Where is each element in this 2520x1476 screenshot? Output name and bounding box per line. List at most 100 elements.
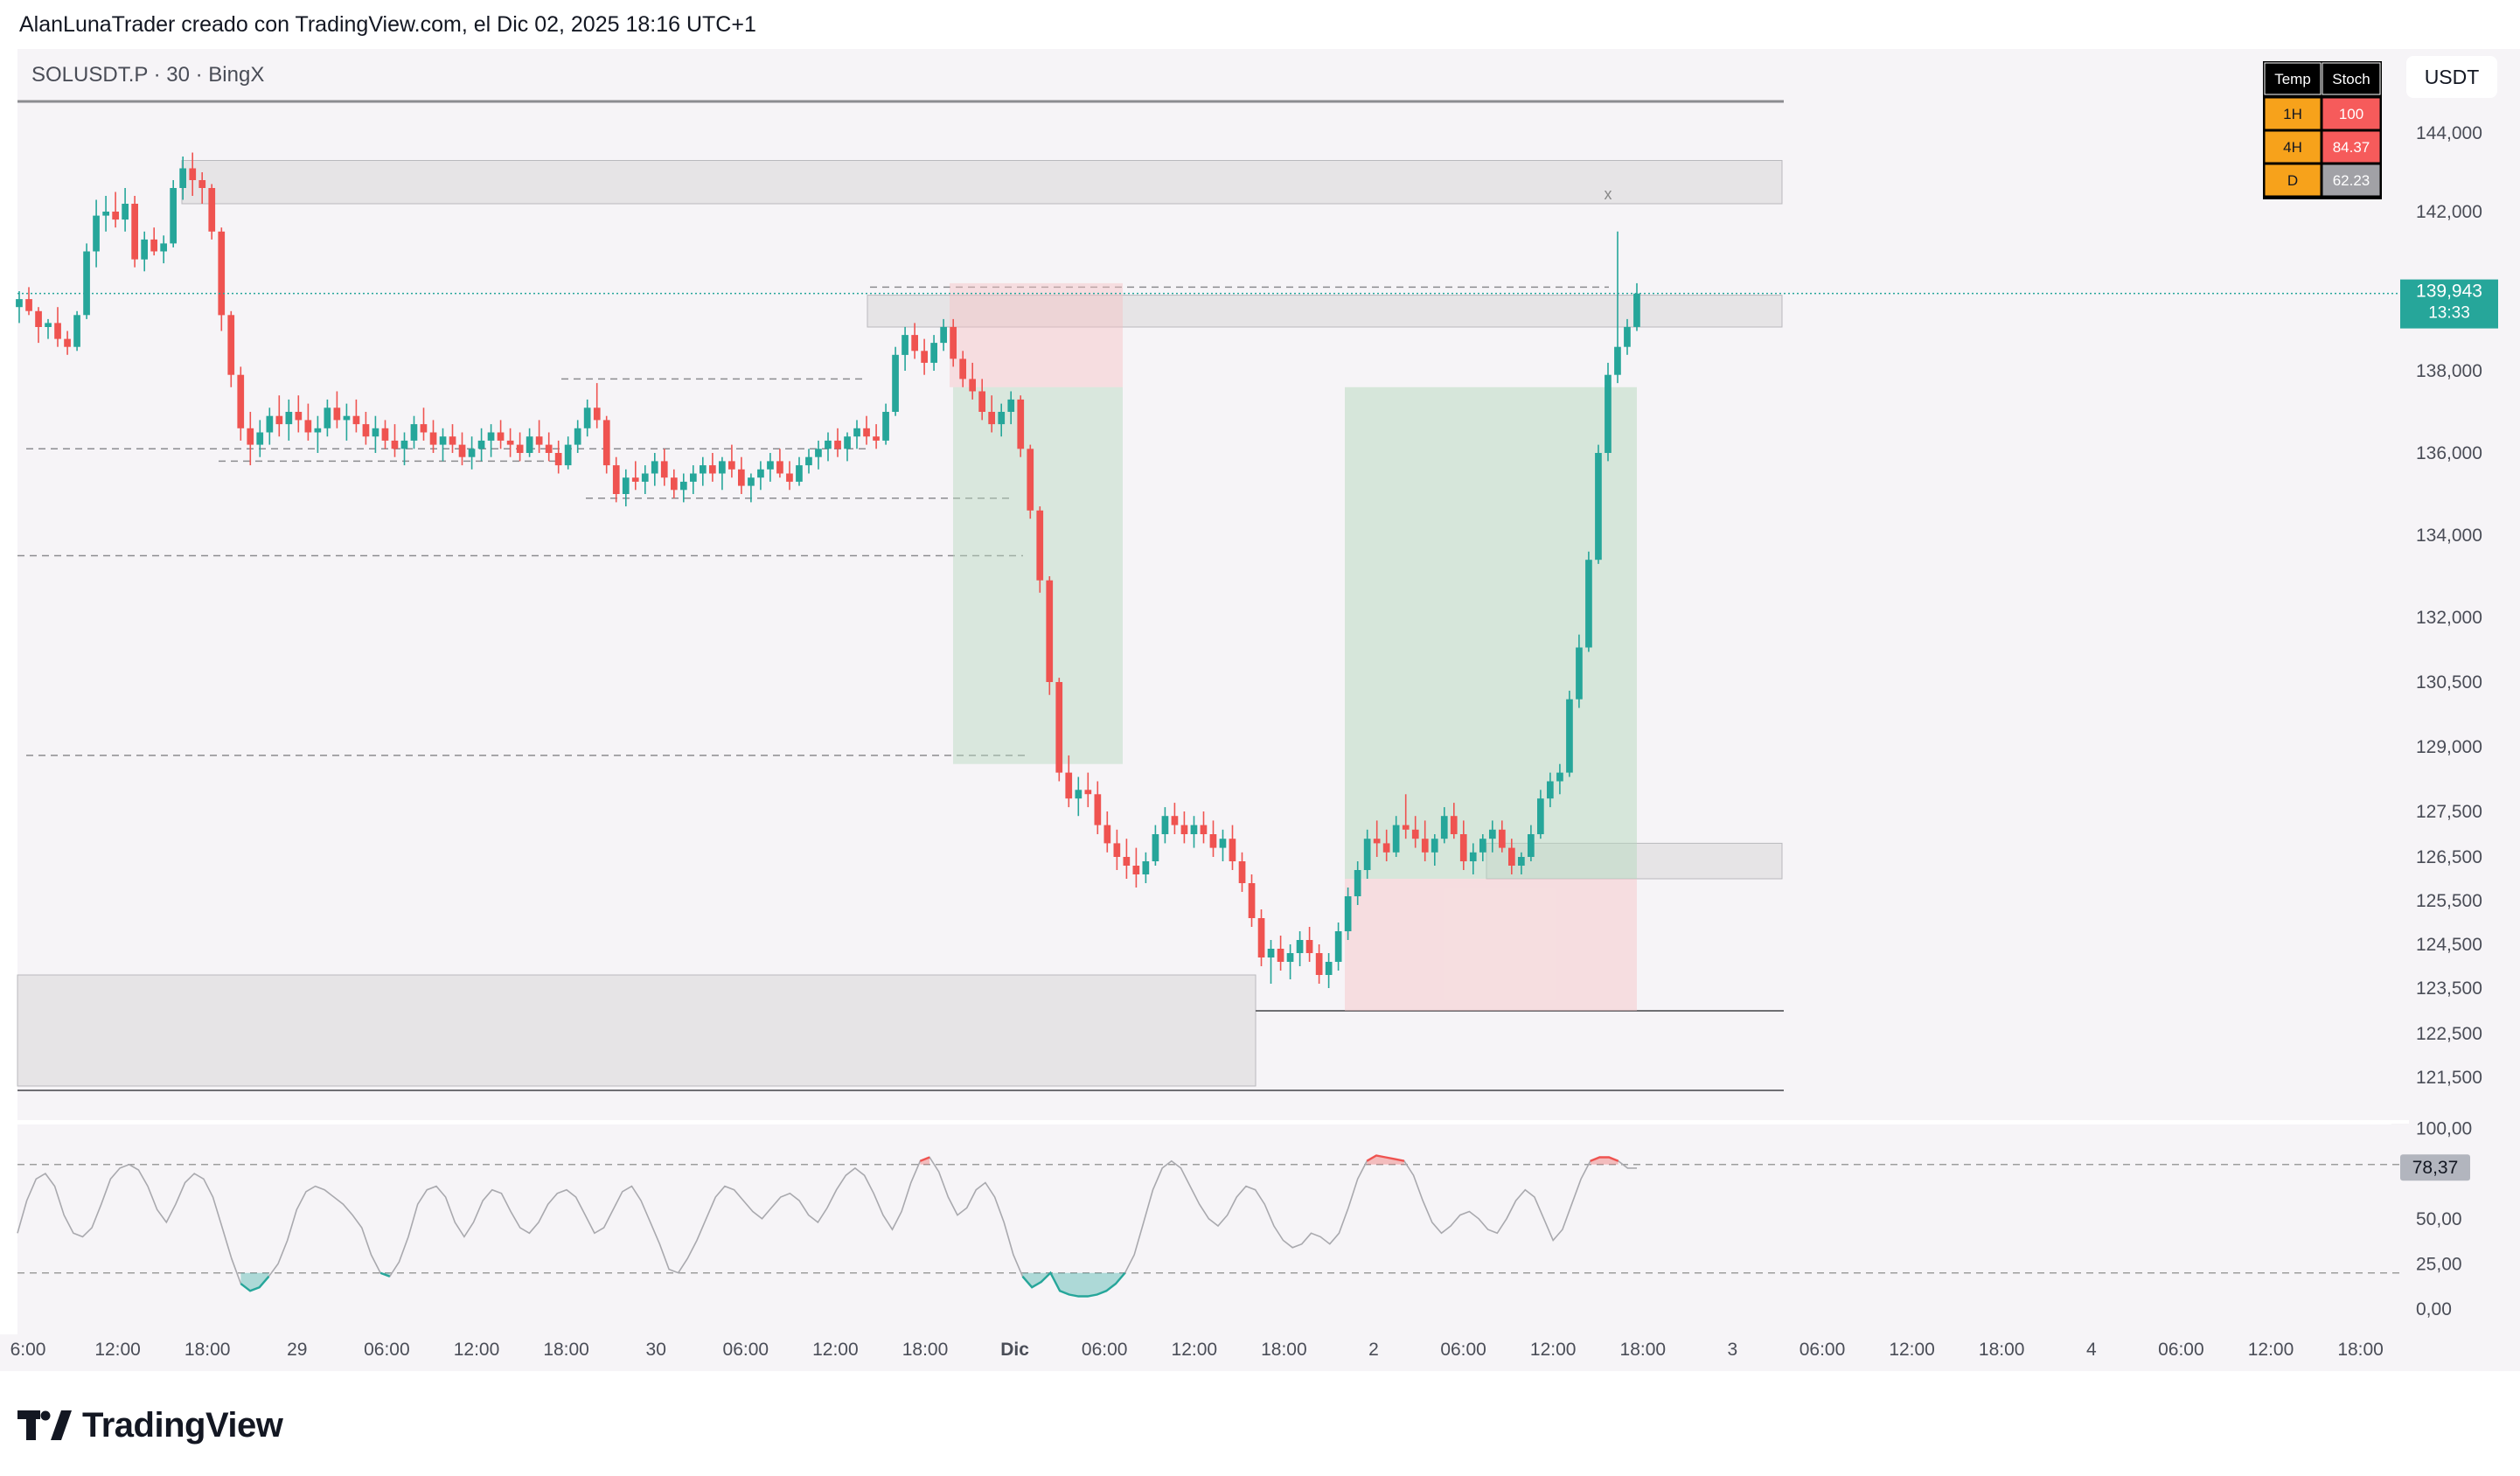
candle	[1605, 362, 1612, 462]
candle	[112, 191, 119, 228]
candle	[719, 456, 726, 491]
candle	[892, 346, 899, 416]
candle	[1075, 776, 1082, 817]
time-tick-label: 18:00	[184, 1340, 231, 1360]
candle	[825, 432, 832, 462]
supply-zone[interactable]	[867, 295, 1783, 328]
candle	[978, 379, 985, 421]
price-pane[interactable]	[17, 49, 2409, 1123]
candle	[593, 383, 601, 428]
candle	[391, 424, 399, 457]
time-tick-label: 06:00	[364, 1340, 410, 1360]
time-axis-bar[interactable]	[0, 1334, 2520, 1371]
currency-button[interactable]: USDT	[2406, 56, 2497, 98]
candle	[64, 331, 71, 355]
candle	[16, 291, 23, 324]
long-position-stop-zone[interactable]	[1345, 879, 1637, 1011]
candle	[1017, 395, 1025, 457]
candle	[574, 420, 581, 453]
tradingview-logo[interactable]: TradingView	[17, 1399, 283, 1452]
candle	[1633, 282, 1640, 331]
candle	[1402, 794, 1410, 839]
candle	[853, 420, 860, 449]
candle	[343, 403, 351, 441]
candle	[1036, 506, 1044, 593]
candle	[1344, 888, 1352, 940]
price-axis[interactable]: 144,000 142,000 138,000 136,000 134,000 132,0…	[2416, 123, 2482, 1088]
candle	[1171, 803, 1179, 834]
overbought-fill-line	[1366, 1154, 1405, 1162]
price-tick-label: 124,500	[2416, 935, 2482, 955]
stoch-row-value-cell	[2322, 164, 2381, 197]
candle	[815, 440, 822, 470]
time-tick-label: 29	[287, 1340, 307, 1360]
candle	[1411, 816, 1419, 848]
time-tick-label: Dic	[1000, 1340, 1029, 1360]
short-position-stop-zone[interactable]	[950, 282, 1123, 387]
candle	[295, 395, 303, 433]
time-axis[interactable]: 6:00 12:00 18:00 29 06:00 12:00 18:00 30 06:00 12…	[10, 1340, 2384, 1360]
candle	[1229, 825, 1236, 870]
time-tick-label: 12:00	[454, 1340, 500, 1360]
candle	[227, 310, 235, 387]
candle	[497, 420, 505, 449]
stoch-header-stoch: Stoch	[2332, 71, 2370, 87]
oscillator-axis[interactable]: 100,00 50,00 25,00 0,00	[2416, 1119, 2472, 1320]
oversold-fill-line	[240, 1276, 270, 1292]
supply-zone[interactable]	[181, 160, 1783, 205]
candle	[516, 432, 524, 462]
candle	[102, 196, 109, 232]
candle	[1152, 825, 1159, 866]
candle	[439, 428, 447, 462]
candle	[1489, 820, 1496, 853]
candle	[247, 412, 254, 466]
demand-zone[interactable]	[17, 974, 1257, 1087]
candle	[1373, 820, 1381, 857]
candle	[554, 440, 562, 474]
oscillator-pane[interactable]	[17, 1124, 2409, 1334]
candle	[1479, 834, 1486, 861]
candle	[1248, 874, 1256, 927]
candle	[1238, 852, 1246, 892]
candle	[1219, 829, 1227, 861]
candle	[1094, 781, 1102, 834]
candle	[324, 399, 331, 437]
candle	[45, 318, 52, 339]
candle	[1566, 690, 1573, 777]
candle	[1209, 820, 1217, 857]
stoch-row-tf: D	[2287, 172, 2298, 189]
candle	[700, 456, 707, 486]
stoch-row-tf: 1H	[2283, 106, 2302, 122]
tradingview-logo-icon	[17, 1410, 72, 1440]
candle	[487, 424, 495, 457]
candle	[1528, 825, 1535, 861]
candle	[882, 403, 889, 445]
time-tick-label: 06:00	[1440, 1340, 1486, 1360]
candle	[218, 227, 226, 331]
candle	[1132, 847, 1140, 888]
candle	[1277, 936, 1284, 971]
candle	[1200, 811, 1208, 844]
candle	[535, 420, 543, 453]
long-position-target-zone[interactable]	[1345, 386, 1637, 879]
time-tick-label: 12:00	[1889, 1340, 1935, 1360]
tradingview-wordmark: TradingView	[82, 1405, 283, 1445]
candle	[150, 227, 157, 256]
candle	[651, 453, 658, 486]
time-tick-label: 2	[1368, 1340, 1379, 1360]
time-tick-label: 18:00	[1979, 1340, 2025, 1360]
candle	[1046, 576, 1054, 695]
pane-separator[interactable]	[17, 1120, 2409, 1124]
stoch-row-tf-cell	[2264, 130, 2322, 164]
candle	[304, 403, 312, 441]
candle	[1431, 834, 1438, 866]
time-tick-label: 06:00	[723, 1340, 769, 1360]
price-tick-label: 121,500	[2416, 1068, 2482, 1088]
price-axis-bar[interactable]	[2391, 49, 2520, 1334]
stoch-row-tf-cell	[2264, 164, 2322, 197]
symbol-label[interactable]: SOLUSDT.P · 30 · BingX	[31, 63, 264, 87]
candle	[564, 436, 572, 470]
candle	[35, 307, 42, 344]
candle	[1440, 807, 1448, 844]
